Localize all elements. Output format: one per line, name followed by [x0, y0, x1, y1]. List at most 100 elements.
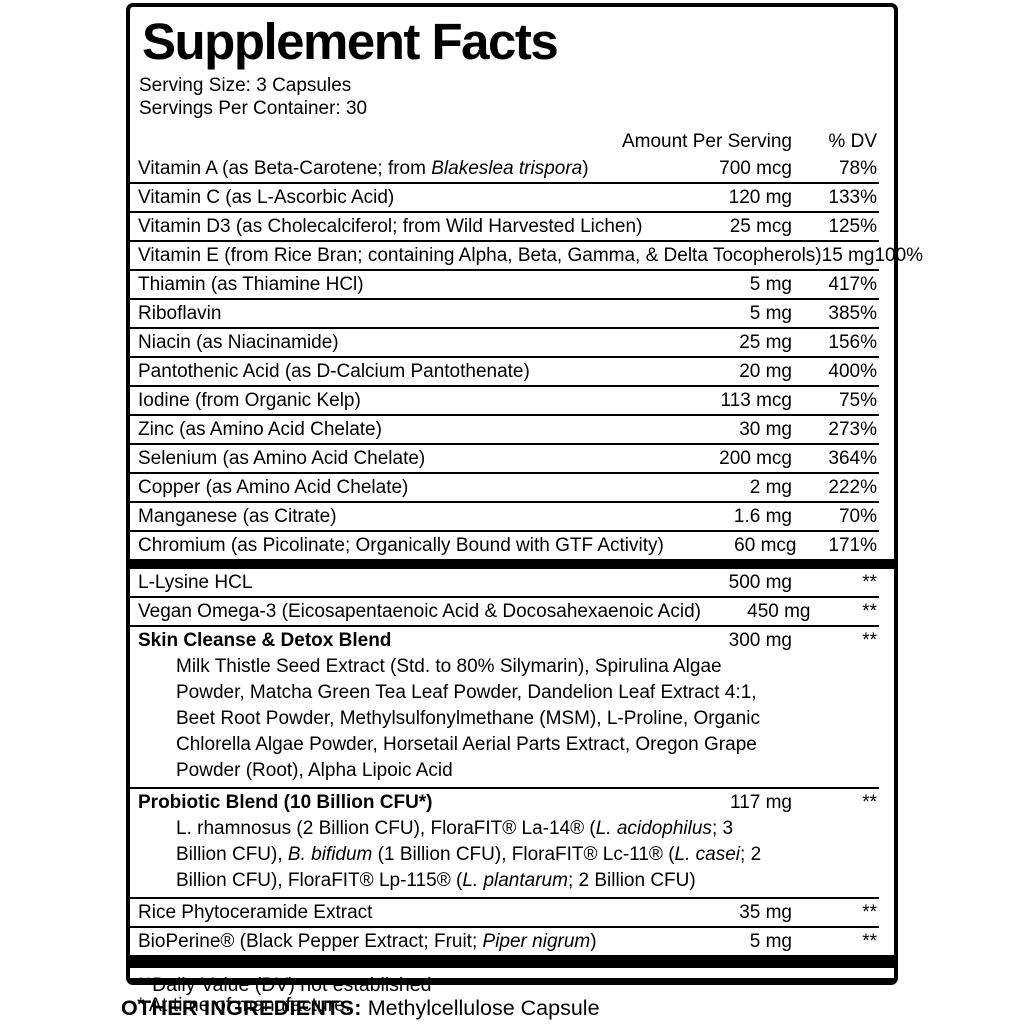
nutrient-name-text: Manganese (as Citrate): [138, 504, 337, 529]
blend-ingredients-line: Billion CFU), FloraFIT® Lp-115® (L. plan…: [176, 868, 894, 894]
text-segment: Vitamin C (as L-Ascorbic Acid): [138, 187, 395, 208]
text-segment: BioPerine® (Black Pepper Extract; Fruit;: [138, 931, 483, 952]
row-divider: [130, 385, 879, 387]
blend-ingredients-line: Beet Root Powder, Methylsulfonylmethane …: [176, 706, 894, 732]
nutrient-name: Probiotic Blend (10 Billion CFU*): [138, 790, 652, 815]
nutrient-name-text: Skin Cleanse & Detox Blend: [138, 628, 391, 653]
nutrient-name-text: L-Lysine HCL: [138, 570, 252, 595]
row-main: Vegan Omega-3 (Eicosapentaenoic Acid & D…: [138, 599, 894, 624]
text-segment: Beet Root Powder, Methylsulfonylmethane …: [176, 708, 760, 729]
text-segment: ): [590, 931, 597, 952]
nutrient-name: L-Lysine HCL: [138, 570, 652, 595]
amount-value: 120 mg: [728, 187, 792, 208]
row-main: Probiotic Blend (10 Billion CFU*) 117 mg *…: [138, 790, 894, 815]
table-row: Pantothenic Acid (as D-Calcium Pantothen…: [130, 358, 894, 385]
latin-name-italic: L. plantarum: [462, 870, 568, 891]
table-row: Manganese (as Citrate) 1.6 mg 70%: [130, 503, 894, 530]
row-main: Riboflavin 5 mg 385%: [138, 301, 894, 326]
row-divider: [130, 625, 879, 627]
blend-ingredients-text: Beet Root Powder, Methylsulfonylmethane …: [176, 706, 760, 732]
dv-value: 273%: [828, 419, 877, 440]
nutrient-name: Selenium (as Amino Acid Chelate): [138, 446, 652, 471]
text-segment: Thiamin (as Thiamine HCl): [138, 274, 364, 295]
amount-value: 60 mcg: [734, 535, 797, 556]
text-segment: Milk Thistle Seed Extract (Std. to 80% S…: [176, 656, 722, 677]
amount-value: 5 mg: [749, 274, 792, 295]
table-row: Vitamin E (from Rice Bran; containing Al…: [130, 242, 923, 269]
blend-ingredients-text: Powder, Matcha Green Tea Leaf Powder, Da…: [176, 680, 757, 706]
table-row: Chromium (as Picolinate; Organically Bou…: [130, 532, 894, 559]
row-divider: [130, 269, 879, 271]
bottom-thick-bar: [130, 955, 894, 968]
nutrient-name-text: Riboflavin: [138, 301, 221, 326]
other-ingredients-value: Methylcellulose Capsule: [368, 996, 600, 1020]
latin-name-italic: Piper nigrum: [482, 931, 591, 952]
dv-column-header: % DV: [828, 131, 877, 152]
amount-value: 5 mg: [749, 303, 792, 324]
row-main: L-Lysine HCL 500 mg **: [138, 570, 894, 595]
row-main: Selenium (as Amino Acid Chelate) 200 mcg 3…: [138, 446, 894, 471]
row-main: Vitamin A (as Beta-Carotene; from Blakes…: [138, 156, 894, 181]
amount-value: 20 mg: [739, 361, 792, 382]
amount-value: 500 mg: [728, 572, 792, 593]
table-row: Vitamin D3 (as Cholecalciferol; from Wil…: [130, 213, 894, 240]
dv-value: 222%: [828, 477, 877, 498]
row-main: Zinc (as Amino Acid Chelate) 30 mg 273%: [138, 417, 894, 442]
amount-value: 300 mg: [728, 630, 792, 651]
blend-ingredients-line: Powder (Root), Alpha Lipoic Acid: [176, 758, 894, 784]
dv-value: **: [862, 601, 877, 622]
table-row: Copper (as Amino Acid Chelate) 2 mg 222%: [130, 474, 894, 501]
dv-value: **: [862, 931, 877, 952]
text-segment: Vitamin E (from Rice Bran; containing Al…: [138, 245, 822, 266]
text-segment: Rice Phytoceramide Extract: [138, 902, 373, 923]
nutrient-name: Vegan Omega-3 (Eicosapentaenoic Acid & D…: [138, 599, 701, 624]
nutrient-name-text: Pantothenic Acid (as D-Calcium Pantothen…: [138, 359, 530, 384]
amount-column-header: Amount Per Serving: [621, 131, 792, 152]
blend-ingredients: Milk Thistle Seed Extract (Std. to 80% S…: [176, 653, 894, 786]
row-divider: [130, 211, 879, 213]
nutrient-name: Vitamin E (from Rice Bran; containing Al…: [138, 243, 822, 268]
text-segment: (1 Billion CFU), FloraFIT® Lc-11® (: [372, 844, 675, 865]
row-main: Vitamin C (as L-Ascorbic Acid) 120 mg 133%: [138, 185, 894, 210]
row-main: Copper (as Amino Acid Chelate) 2 mg 222%: [138, 475, 894, 500]
text-segment: Powder, Matcha Green Tea Leaf Powder, Da…: [176, 682, 757, 703]
amount-value: 113 mcg: [720, 390, 792, 411]
table-row: Vitamin C (as L-Ascorbic Acid) 120 mg 133%: [130, 184, 894, 211]
table-row: Riboflavin 5 mg 385%: [130, 300, 894, 327]
text-segment: L-Lysine HCL: [138, 572, 253, 593]
amount-value: 15 mg: [821, 245, 875, 266]
blend-ingredients-line: Billion CFU), B. bifidum (1 Billion CFU)…: [176, 842, 894, 868]
table-row: Iodine (from Organic Kelp) 113 mcg 75%: [130, 387, 894, 414]
nutrient-name: Iodine (from Organic Kelp): [138, 388, 652, 413]
blend-ingredients-text: Billion CFU), FloraFIT® Lp-115® (L. plan…: [176, 868, 696, 894]
dv-value: 156%: [828, 332, 877, 353]
nutrient-name-text: Thiamin (as Thiamine HCl): [138, 272, 364, 297]
nutrient-name: Manganese (as Citrate): [138, 504, 652, 529]
nutrient-name-text: Niacin (as Niacinamide): [138, 330, 339, 355]
table-row: L-Lysine HCL 500 mg **: [130, 569, 894, 596]
amount-value: 450 mg: [747, 601, 811, 622]
row-divider: [130, 501, 879, 503]
row-divider: [130, 443, 879, 445]
blend-ingredients-line: Milk Thistle Seed Extract (Std. to 80% S…: [176, 654, 894, 680]
nutrient-name: Riboflavin: [138, 301, 652, 326]
row-divider: [130, 327, 879, 329]
row-divider: [130, 414, 879, 416]
text-segment: Niacin (as Niacinamide): [138, 332, 339, 353]
nutrient-name: Vitamin D3 (as Cholecalciferol; from Wil…: [138, 214, 652, 239]
dv-value: **: [862, 630, 877, 651]
row-divider: [130, 530, 879, 532]
blend-ingredients-line: L. rhamnosus (2 Billion CFU), FloraFIT® …: [176, 816, 894, 842]
row-divider: [130, 356, 879, 358]
text-segment: Skin Cleanse & Detox Blend: [138, 630, 392, 651]
nutrient-name-text: Iodine (from Organic Kelp): [138, 388, 361, 413]
table-row: Skin Cleanse & Detox Blend 300 mg ** Milk T…: [130, 627, 894, 787]
nutrient-name-text: Vitamin E (from Rice Bran; containing Al…: [138, 243, 822, 268]
dv-value: **: [862, 902, 877, 923]
amount-value: 200 mcg: [719, 448, 792, 469]
row-divider: [130, 596, 879, 598]
row-divider: [130, 240, 879, 242]
text-segment: Pantothenic Acid (as D-Calcium Pantothen…: [138, 361, 530, 382]
row-divider: [130, 472, 879, 474]
